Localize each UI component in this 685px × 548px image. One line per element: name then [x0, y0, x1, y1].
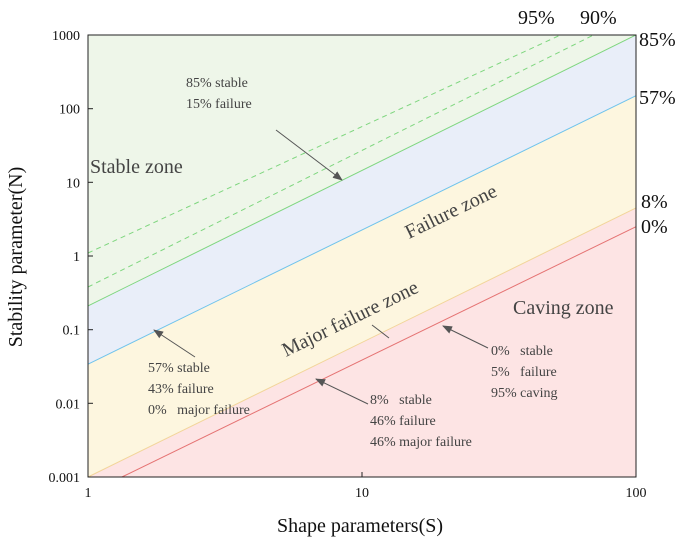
annotation-arrow	[442, 325, 489, 349]
annotation-arrow	[315, 378, 369, 405]
line-label-85: 85%	[639, 29, 676, 51]
annotation-arrow	[153, 329, 196, 358]
y-tick-label: 100	[59, 103, 80, 118]
y-tick-label: 0.001	[49, 471, 81, 486]
boundary-line-90	[87, 34, 594, 288]
annotation-failure-zone: 57% stable 43% failure 0% major failure	[148, 329, 250, 418]
line-label-57: 57%	[639, 87, 676, 109]
y-tick-label: 1	[73, 250, 80, 265]
boundary-line-57	[87, 95, 637, 365]
annotations: 85% stable 15% failure 57% stable 43% fa…	[148, 76, 557, 450]
line-label-0: 0%	[641, 216, 668, 238]
boundary-lines	[87, 34, 637, 478]
x-axis-ticks: 1 10 100	[85, 472, 647, 501]
line-label-8: 8%	[641, 191, 668, 213]
y-axis-ticks: 0.001 0.01 0.1 1 10 100 1000	[49, 29, 93, 486]
annotation-line: 0% major failure	[148, 403, 250, 418]
failure-zone-fill	[88, 35, 636, 365]
y-axis-label: Stability parameter(N)	[5, 167, 27, 348]
annotation-stable-zone: 85% stable 15% failure	[186, 76, 343, 181]
annotation-line: 5% failure	[491, 365, 557, 380]
annotation-line: 0% stable	[491, 344, 553, 359]
boundary-line-85	[87, 34, 637, 307]
caving-zone-label: Caving zone	[513, 297, 614, 319]
annotation-line: 57% stable	[148, 361, 210, 376]
annotation-major-failure-zone: 8% stable 46% failure 46% major failure	[315, 324, 472, 450]
annotation-line: 8% stable	[370, 393, 432, 408]
x-tick-label: 10	[355, 486, 369, 501]
x-tick-label: 100	[626, 486, 647, 501]
line-label-90: 90%	[580, 7, 617, 29]
annotation-line: 43% failure	[148, 382, 214, 397]
y-tick-label: 1000	[52, 29, 80, 44]
annotation-line: 95% caving	[491, 386, 557, 401]
line-end-labels: 95% 90% 85% 57% 8% 0%	[518, 7, 676, 238]
major-failure-zone-fill	[88, 95, 636, 477]
annotation-line: 15% failure	[186, 97, 252, 112]
stable-zone-label: Stable zone	[90, 156, 183, 178]
annotation-line: 46% major failure	[370, 435, 472, 450]
y-tick-label: 0.1	[63, 324, 81, 339]
boundary-line-8	[87, 207, 637, 478]
annotation-line: 46% failure	[370, 414, 436, 429]
annotation-line: 85% stable	[186, 76, 248, 91]
boundary-line-95	[87, 34, 561, 254]
y-tick-label: 10	[66, 176, 80, 191]
line-label-95: 95%	[518, 7, 555, 29]
x-tick-label: 1	[85, 486, 92, 501]
y-tick-label: 0.01	[56, 397, 81, 412]
annotation-pointer-tick	[371, 324, 390, 339]
boundary-line-0	[121, 226, 637, 478]
annotation-arrow	[275, 129, 343, 181]
x-axis-label: Shape parameters(S)	[277, 515, 443, 537]
annotation-caving-zone: 0% stable 5% failure 95% caving	[442, 325, 557, 401]
